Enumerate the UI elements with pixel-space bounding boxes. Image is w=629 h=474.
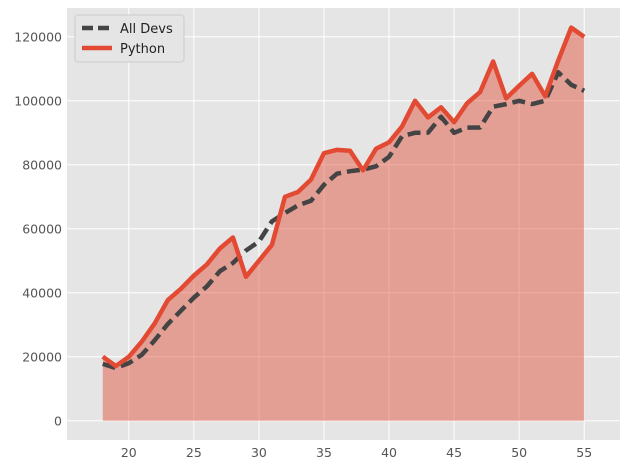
python-area-fill xyxy=(102,27,585,421)
y-tick-label: 40000 xyxy=(22,285,62,300)
y-tick-label: 100000 xyxy=(14,93,62,108)
all-devs-line xyxy=(102,69,586,371)
fill-layer xyxy=(102,27,585,421)
legend-label-python: Python xyxy=(120,42,165,57)
x-tick-label: 40 xyxy=(381,445,397,460)
x-tick-label: 30 xyxy=(251,445,267,460)
grid-layer xyxy=(67,8,620,440)
tick-labels: 20 25 30 35 40 45 50 55 0 20000 40000 60000 80000 100… xyxy=(14,29,592,460)
x-tick-label: 20 xyxy=(121,445,137,460)
y-tick-label: 0 xyxy=(54,413,62,428)
x-tick-label: 55 xyxy=(576,445,592,460)
legend-label-all-devs: All Devs xyxy=(120,22,173,37)
legend: All Devs Python xyxy=(74,14,185,63)
x-tick-label: 25 xyxy=(186,445,202,460)
y-tick-label: 120000 xyxy=(14,29,62,44)
x-tick-label: 35 xyxy=(316,445,332,460)
python-line xyxy=(101,25,586,369)
x-tick-label: 50 xyxy=(511,445,527,460)
y-tick-label: 80000 xyxy=(22,157,62,172)
x-tick-label: 45 xyxy=(446,445,462,460)
y-tick-label: 60000 xyxy=(22,221,62,236)
y-tick-label: 20000 xyxy=(22,349,62,364)
series-layer xyxy=(101,25,586,371)
